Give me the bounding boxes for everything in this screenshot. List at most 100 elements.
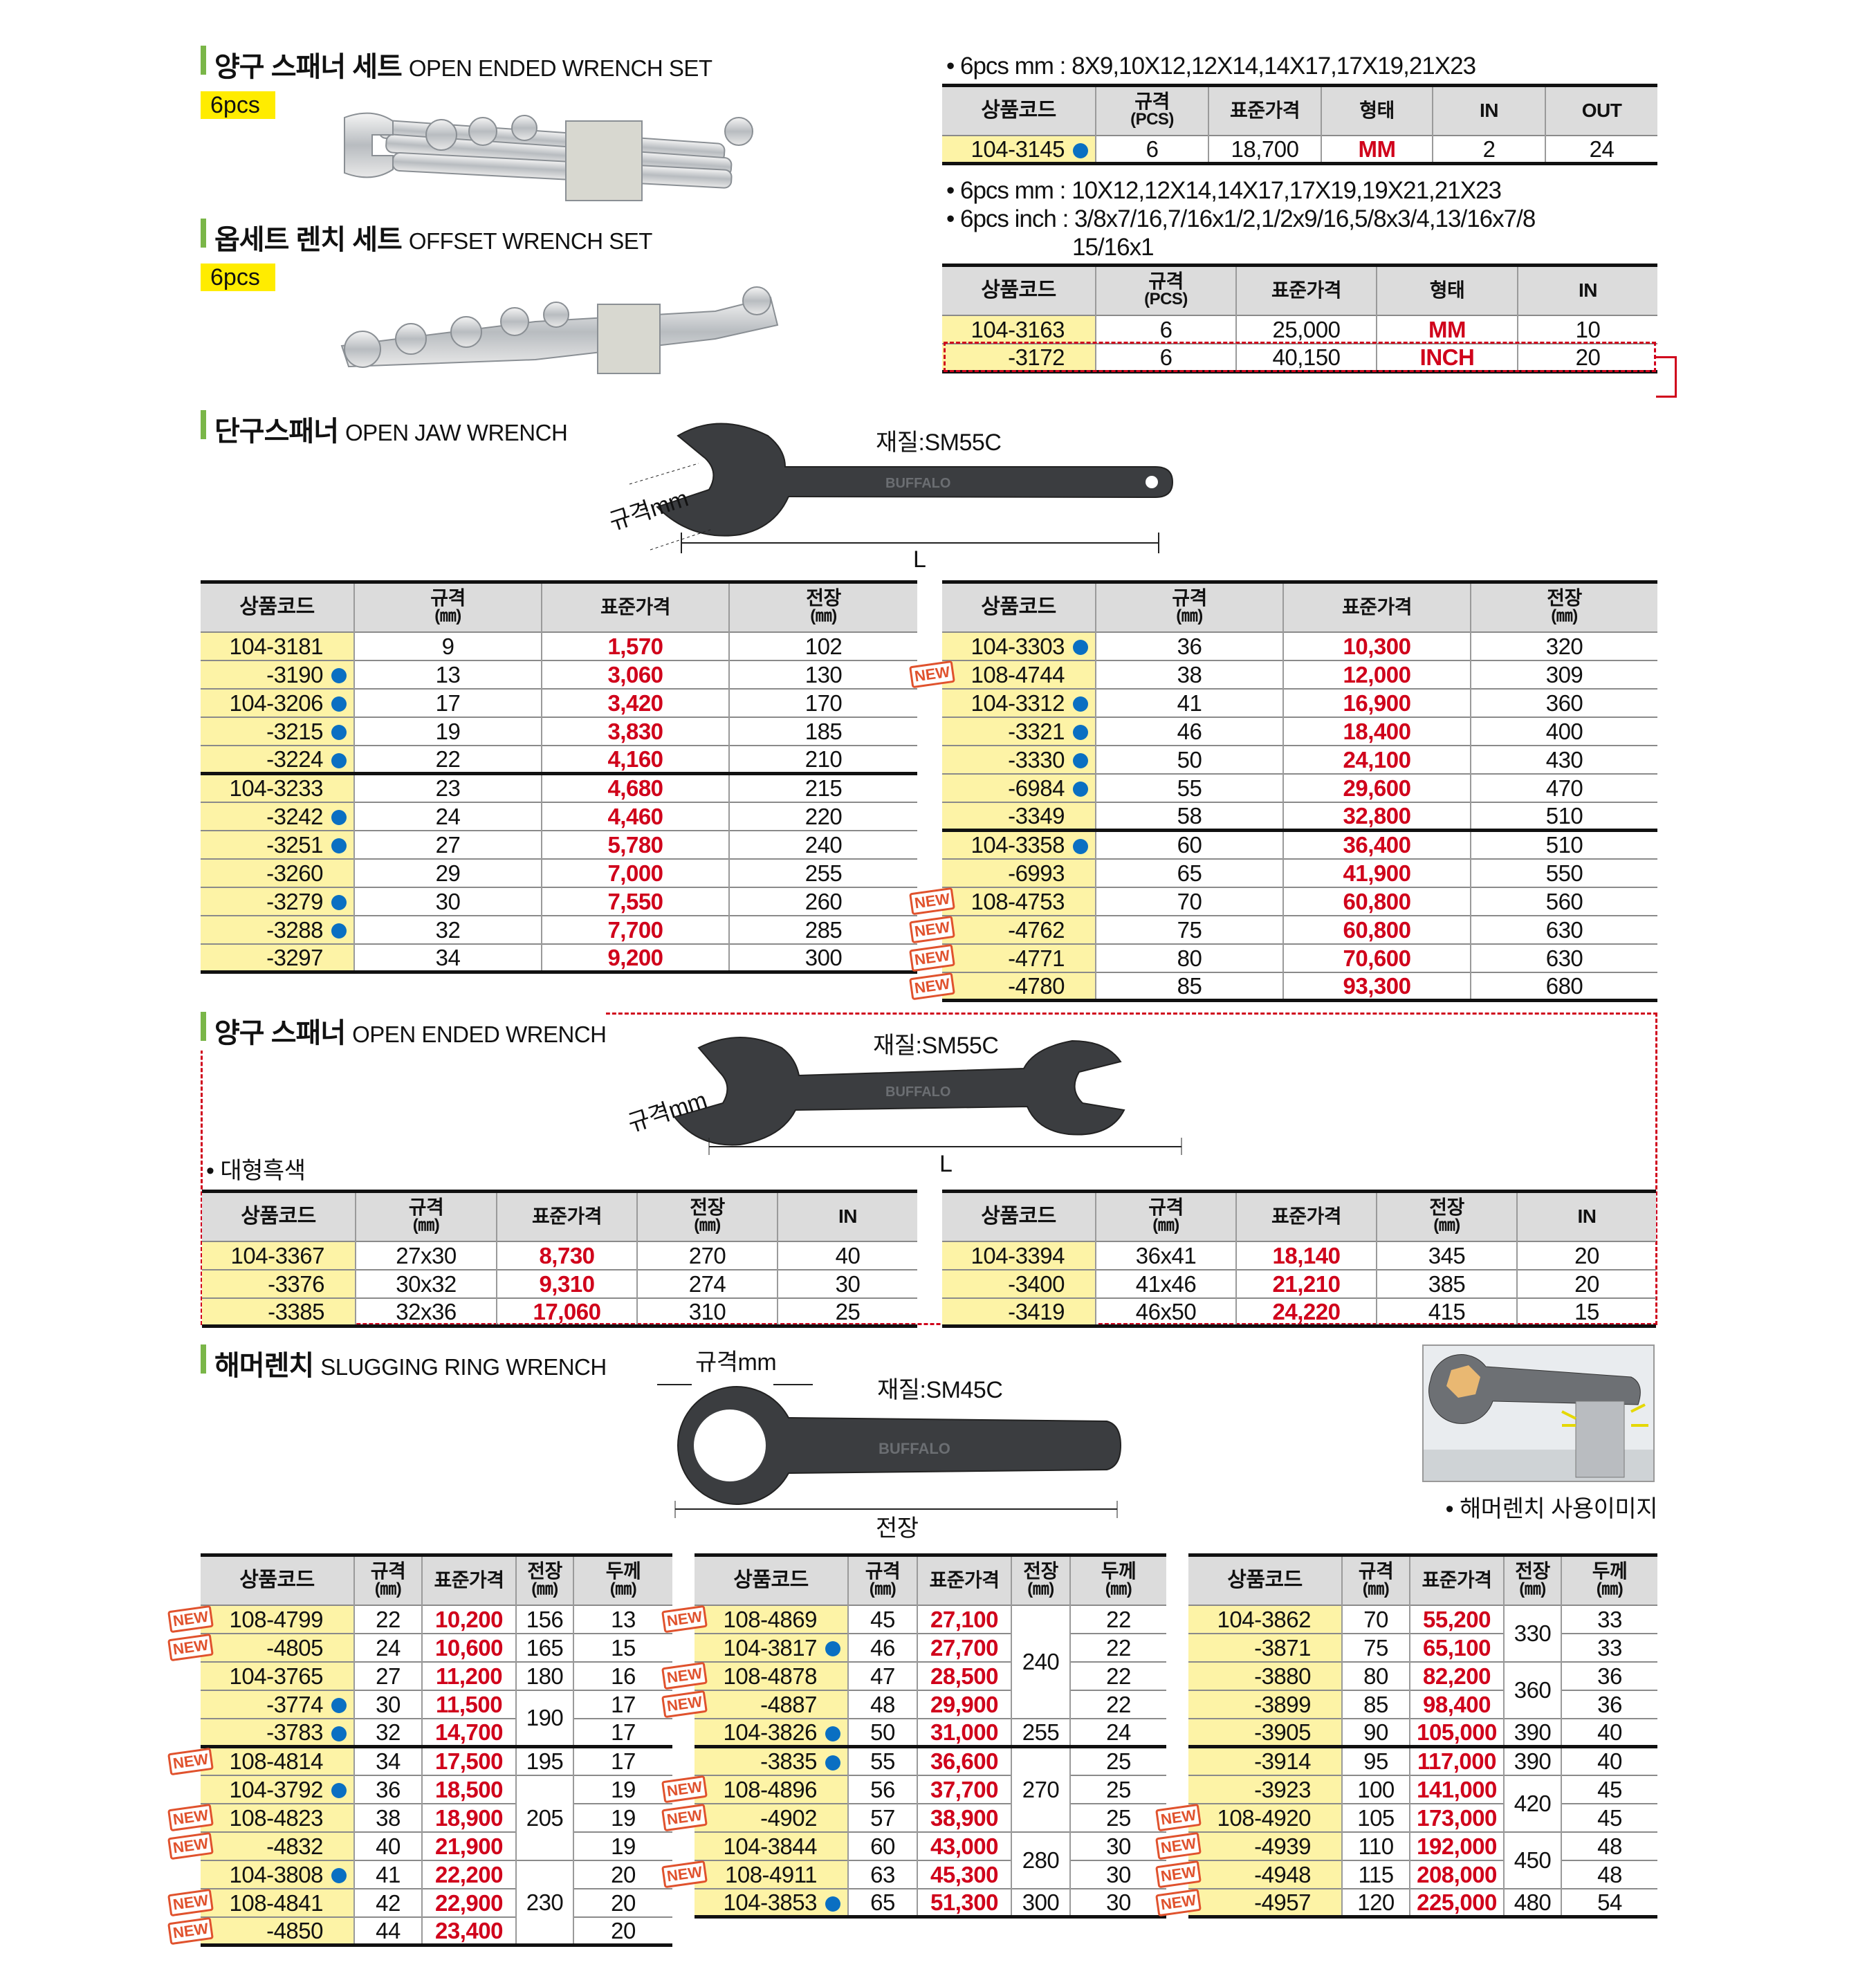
table-row: 108-4744 NEW 38 12,000 309	[909, 659, 1657, 689]
value-cell: 385	[1376, 1268, 1517, 1298]
value-cell: 40	[353, 1831, 422, 1860]
header-label: 규격	[408, 1196, 444, 1219]
set-spec-note: • 6pcs mm : 8X9,10X12,12X14,14X17,17X19,…	[946, 53, 1476, 80]
product-code: -3224	[266, 746, 323, 772]
header-unit: (㎜)	[1176, 607, 1203, 626]
length-label: L	[913, 546, 926, 573]
value-cell: 46	[1095, 716, 1283, 746]
header-row: 상품코드 규격 (㎜) 표준가격 전장 (㎜)	[942, 580, 1657, 632]
product-code: -4887	[760, 1691, 817, 1717]
column-header: 상품코드	[1188, 1553, 1342, 1605]
open-ended-wrench-table-left: 상품코드 규격 (㎜) 표준가격 전장 (㎜) IN 104-3367 27x30 8,730 27…	[202, 1190, 917, 1328]
table-row: -3349 58 32,800 510	[942, 801, 1657, 831]
material-label: 재질:SM45C	[877, 1377, 1003, 1403]
price-cell: 18,900	[421, 1802, 516, 1832]
value-cell: 55	[1095, 773, 1283, 802]
table-row: 108-4878 NEW 47 28,500 22	[661, 1661, 1166, 1690]
product-code-cell: 104-3862	[1188, 1604, 1342, 1634]
product-code-cell: -4957 NEW	[1155, 1887, 1342, 1919]
table-row: 104-3862 70 55,200 330 33	[1188, 1604, 1657, 1662]
price-cell: 3,420	[541, 687, 729, 717]
value-cell: 40	[1561, 1745, 1657, 1775]
table-row: -3190 13 3,060 130	[201, 659, 917, 689]
price-cell: 105,000	[1409, 1717, 1504, 1747]
header-unit: (PCS)	[1144, 290, 1188, 309]
value-cell: 19	[353, 716, 542, 746]
blue-dot-icon	[1073, 752, 1088, 768]
value-cell: 40	[1561, 1717, 1657, 1747]
product-code-cell: -3224	[201, 744, 354, 774]
finish-note: • 대형흑색	[206, 1158, 306, 1184]
price-cell: 10,300	[1282, 631, 1471, 660]
open-ended-wrench-table-right: 상품코드 규격 (㎜) 표준가격 전장 (㎜) IN 104-3394 36x41 18,140 3…	[942, 1190, 1656, 1328]
value-cell: 15	[573, 1632, 672, 1662]
value-cell: 22	[353, 744, 542, 774]
column-header: 상품코드	[942, 580, 1096, 632]
column-header: 표준가격	[917, 1553, 1011, 1605]
value-cell: 345	[1376, 1240, 1517, 1270]
price-cell: 51,300	[917, 1887, 1011, 1919]
column-header: 상품코드	[942, 1190, 1096, 1241]
product-code-cell: -3279	[201, 886, 354, 916]
column-header: 규격 (㎜)	[847, 1553, 917, 1605]
section-dashed-box	[201, 1013, 1657, 1325]
table-row: -3914 95 117,000 390 40	[1188, 1745, 1657, 1775]
product-code: 104-3765	[229, 1663, 324, 1689]
column-header: 규격 (㎜)	[1095, 580, 1283, 632]
product-code-cell: 104-3826	[695, 1717, 848, 1747]
header-label: 규격	[1172, 587, 1207, 609]
table-row: -3376 30x32 9,310 274 30	[202, 1268, 917, 1298]
new-stamp-icon: NEW	[167, 1747, 214, 1776]
value-cell: 45	[1561, 1802, 1657, 1832]
value-cell: 30	[1069, 1831, 1166, 1860]
product-code: -3419	[1008, 1298, 1065, 1324]
price-cell: 27,700	[917, 1632, 1011, 1662]
product-code-cell: -3905	[1188, 1717, 1342, 1747]
value-cell: 23	[353, 772, 542, 802]
column-header: 표준가격	[1235, 1190, 1377, 1241]
value-cell: 210	[728, 744, 917, 774]
value-cell: 470	[1470, 773, 1657, 802]
table-row: -4887 NEW 48 29,900 22	[661, 1689, 1166, 1719]
product-code: -3242	[266, 803, 323, 829]
section-title-offset-wrench-set: 옵세트 렌치 세트 OFFSET WRENCH SET	[201, 217, 652, 257]
price-cell: 18,140	[1235, 1240, 1377, 1270]
price-cell: 17,500	[421, 1745, 516, 1775]
header-label: 전장	[1547, 587, 1582, 609]
table-row: 104-3367 27x30 8,730 270 40	[202, 1240, 917, 1270]
table-row: -4771 NEW 80 70,600 630	[909, 943, 1657, 972]
product-code: -3923	[1254, 1776, 1311, 1802]
column-header: IN	[777, 1190, 917, 1241]
price-cell: 11,200	[421, 1661, 516, 1690]
product-code: -3215	[266, 718, 323, 744]
value-cell: 17	[353, 687, 542, 717]
value-cell: 50	[847, 1717, 917, 1747]
value-cell: 65	[1095, 858, 1283, 887]
table-row: 104-3826 50 31,000 255 24	[695, 1717, 1166, 1747]
value-cell: 25	[1069, 1745, 1166, 1775]
product-code: 104-3394	[971, 1242, 1065, 1268]
table-row: -4832 NEW 40 21,900 19	[167, 1831, 672, 1860]
price-cell: 3,830	[541, 716, 729, 746]
column-header: 상품코드	[201, 580, 354, 632]
product-code: 108-4753	[971, 888, 1065, 914]
value-cell: 30x32	[355, 1268, 497, 1298]
table-row: -6984 55 29,600 470	[942, 773, 1657, 802]
value-cell: 36	[353, 1774, 422, 1804]
value-cell: 24	[1545, 134, 1657, 165]
set-spec-note-inch: • 6pcs inch : 3/8x7/16,7/16x1/2,1/2x9/16…	[946, 205, 1536, 232]
value-cell: 480	[1503, 1887, 1561, 1919]
product-code: 104-3817	[723, 1634, 818, 1661]
product-code: 108-4896	[723, 1776, 818, 1802]
product-code-cell: -3419	[942, 1297, 1096, 1328]
value-cell: 50	[1095, 744, 1283, 774]
value-cell: 260	[728, 886, 917, 916]
price-cell: 55,200	[1409, 1604, 1504, 1634]
column-header: 전장 (㎜)	[636, 1190, 778, 1241]
table-row: 104-3303 36 10,300 320	[942, 631, 1657, 660]
blue-dot-icon	[1073, 696, 1088, 712]
set-spec-note-inch-cont: 15/16x1	[1072, 234, 1155, 261]
table-row: -3215 19 3,830 185	[201, 716, 917, 746]
product-code: 108-4920	[1217, 1804, 1312, 1831]
price-cell: 9,310	[496, 1268, 637, 1298]
